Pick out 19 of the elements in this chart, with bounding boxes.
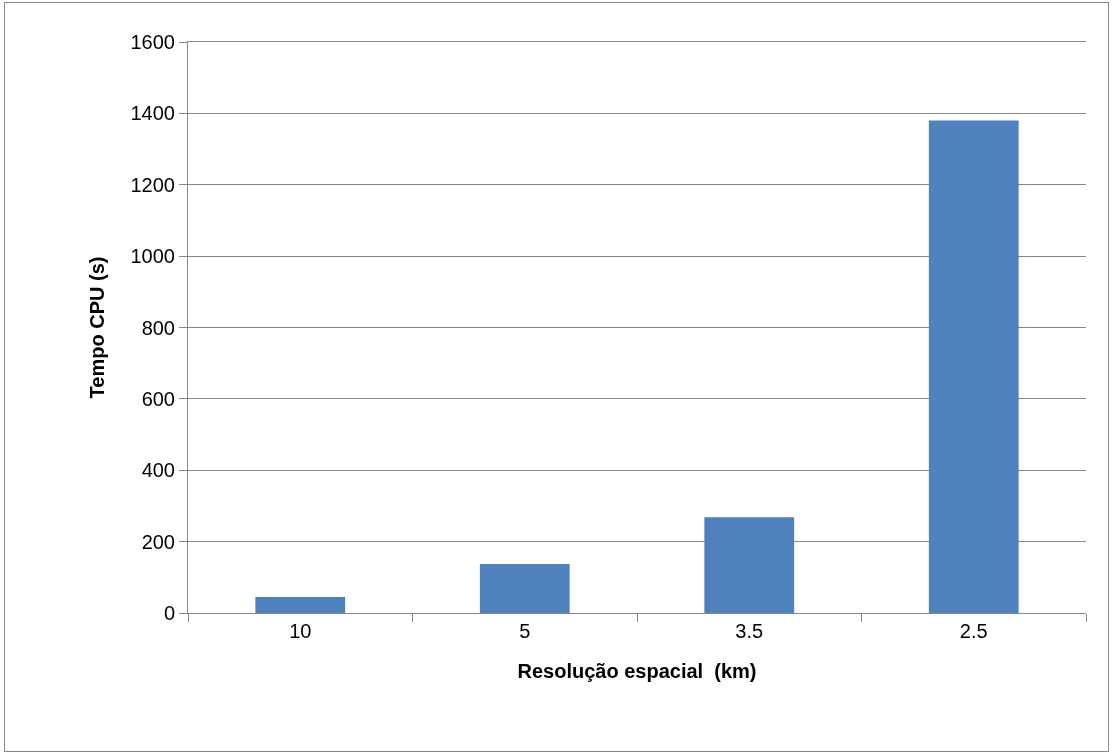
y-tick-label: 1600 bbox=[130, 31, 175, 53]
y-tick-label: 800 bbox=[141, 316, 175, 339]
bar bbox=[479, 564, 570, 613]
x-tick-label: 5 bbox=[519, 620, 531, 642]
y-tick-label: 1000 bbox=[130, 245, 175, 268]
x-tick-label: 10 bbox=[289, 620, 312, 642]
bar bbox=[255, 596, 346, 613]
y-tick-label: 1200 bbox=[130, 173, 175, 196]
y-tick-label: 200 bbox=[141, 530, 175, 553]
y-tick-label: 1400 bbox=[130, 102, 175, 125]
x-tick-label: 3.5 bbox=[735, 620, 764, 642]
y-tick-label: 600 bbox=[141, 387, 175, 410]
y-tick-label: 0 bbox=[163, 602, 175, 624]
y-axis-title: Tempo CPU (s) bbox=[86, 256, 108, 399]
bar bbox=[704, 517, 795, 613]
x-axis-title: Resolução espacial (km) bbox=[517, 659, 757, 682]
bar bbox=[928, 120, 1019, 613]
y-tick-label: 400 bbox=[141, 459, 175, 482]
x-tick-label: 2.5 bbox=[959, 620, 988, 642]
